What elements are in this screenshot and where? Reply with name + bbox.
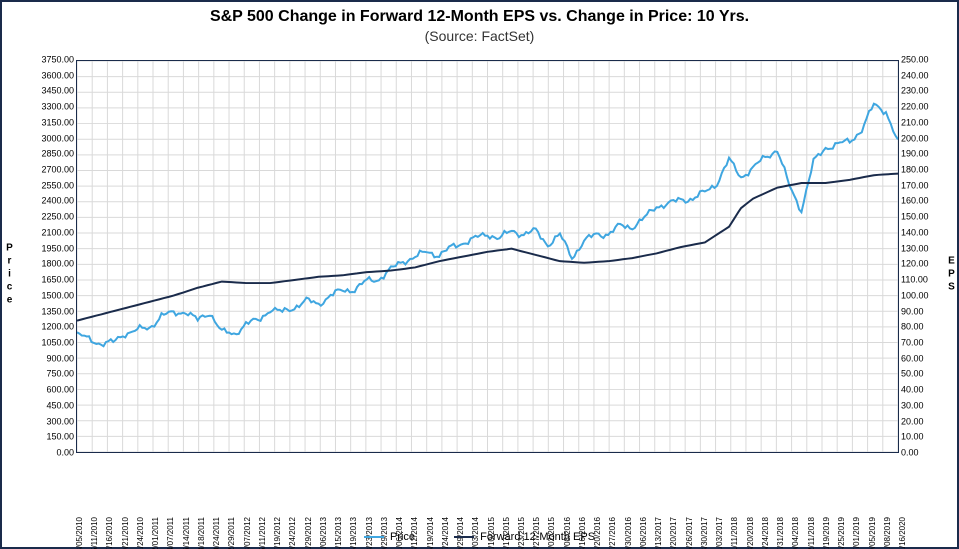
y-left-tick: 0.00 bbox=[24, 449, 74, 458]
chart-title-block: S&P 500 Change in Forward 12-Month EPS v… bbox=[2, 8, 957, 44]
y-left-tick: 1650.00 bbox=[24, 276, 74, 285]
y-left-tick: 2100.00 bbox=[24, 228, 74, 237]
y-right-tick: 210.00 bbox=[901, 118, 951, 127]
y-left-tick: 3300.00 bbox=[24, 103, 74, 112]
y-left-tick: 450.00 bbox=[24, 401, 74, 410]
y-left-tick: 2700.00 bbox=[24, 166, 74, 175]
chart-legend: Price Forward 12-Month EPS bbox=[2, 529, 957, 543]
y-right-tick: 190.00 bbox=[901, 150, 951, 159]
y-right-tick: 160.00 bbox=[901, 197, 951, 206]
y-right-tick: 0.00 bbox=[901, 449, 951, 458]
legend-label-eps: Forward 12-Month EPS bbox=[480, 531, 595, 543]
y-left-tick: 1200.00 bbox=[24, 323, 74, 332]
y-left-tick: 1950.00 bbox=[24, 244, 74, 253]
y-left-tick: 3600.00 bbox=[24, 71, 74, 80]
y-right-tick: 40.00 bbox=[901, 386, 951, 395]
y-left-tick: 600.00 bbox=[24, 386, 74, 395]
legend-swatch-price bbox=[364, 536, 384, 538]
y-right-tick: 10.00 bbox=[901, 433, 951, 442]
plot-area bbox=[76, 60, 899, 453]
y-left-tick: 300.00 bbox=[24, 417, 74, 426]
chart-subtitle: (Source: FactSet) bbox=[2, 28, 957, 44]
y-left-tick: 3000.00 bbox=[24, 134, 74, 143]
y-left-tick: 3150.00 bbox=[24, 118, 74, 127]
y-right-tick: 80.00 bbox=[901, 323, 951, 332]
legend-item-price: Price bbox=[364, 531, 415, 543]
y-left-tick: 1500.00 bbox=[24, 291, 74, 300]
y-left-tick: 750.00 bbox=[24, 370, 74, 379]
y-left-tick: 2400.00 bbox=[24, 197, 74, 206]
y-right-tick: 140.00 bbox=[901, 228, 951, 237]
y-right-tick: 30.00 bbox=[901, 401, 951, 410]
y-right-tick: 240.00 bbox=[901, 71, 951, 80]
plot-svg bbox=[77, 61, 898, 452]
y-right-tick: 170.00 bbox=[901, 181, 951, 190]
y-right-tick: 90.00 bbox=[901, 307, 951, 316]
chart-title: S&P 500 Change in Forward 12-Month EPS v… bbox=[2, 8, 957, 26]
y-right-tick: 200.00 bbox=[901, 134, 951, 143]
chart-container: S&P 500 Change in Forward 12-Month EPS v… bbox=[0, 0, 959, 549]
y-axis-left: 0.00150.00300.00450.00600.00750.00900.00… bbox=[24, 60, 74, 453]
y-right-tick: 220.00 bbox=[901, 103, 951, 112]
y-right-tick: 130.00 bbox=[901, 244, 951, 253]
y-right-tick: 50.00 bbox=[901, 370, 951, 379]
y-left-tick: 1350.00 bbox=[24, 307, 74, 316]
y-left-tick: 150.00 bbox=[24, 433, 74, 442]
y-axis-right: 0.0010.0020.0030.0040.0050.0060.0070.008… bbox=[901, 60, 951, 453]
y-right-tick: 250.00 bbox=[901, 56, 951, 65]
y-right-tick: 70.00 bbox=[901, 338, 951, 347]
y-right-tick: 120.00 bbox=[901, 260, 951, 269]
legend-label-price: Price bbox=[390, 531, 415, 543]
x-axis: 03/05/201005/11/201007/16/201009/21/2010… bbox=[76, 453, 899, 525]
y-left-tick: 1800.00 bbox=[24, 260, 74, 269]
legend-item-eps: Forward 12-Month EPS bbox=[454, 531, 595, 543]
y-left-tick: 3450.00 bbox=[24, 87, 74, 96]
y-axis-left-label: Price bbox=[4, 242, 15, 307]
y-left-tick: 3750.00 bbox=[24, 56, 74, 65]
y-right-tick: 230.00 bbox=[901, 87, 951, 96]
y-right-tick: 180.00 bbox=[901, 166, 951, 175]
y-right-tick: 20.00 bbox=[901, 417, 951, 426]
legend-swatch-eps bbox=[454, 536, 474, 538]
y-right-tick: 110.00 bbox=[901, 276, 951, 285]
y-right-tick: 150.00 bbox=[901, 213, 951, 222]
y-left-tick: 2850.00 bbox=[24, 150, 74, 159]
y-left-tick: 2250.00 bbox=[24, 213, 74, 222]
y-left-tick: 900.00 bbox=[24, 354, 74, 363]
y-right-tick: 60.00 bbox=[901, 354, 951, 363]
y-right-tick: 100.00 bbox=[901, 291, 951, 300]
y-left-tick: 2550.00 bbox=[24, 181, 74, 190]
y-left-tick: 1050.00 bbox=[24, 338, 74, 347]
